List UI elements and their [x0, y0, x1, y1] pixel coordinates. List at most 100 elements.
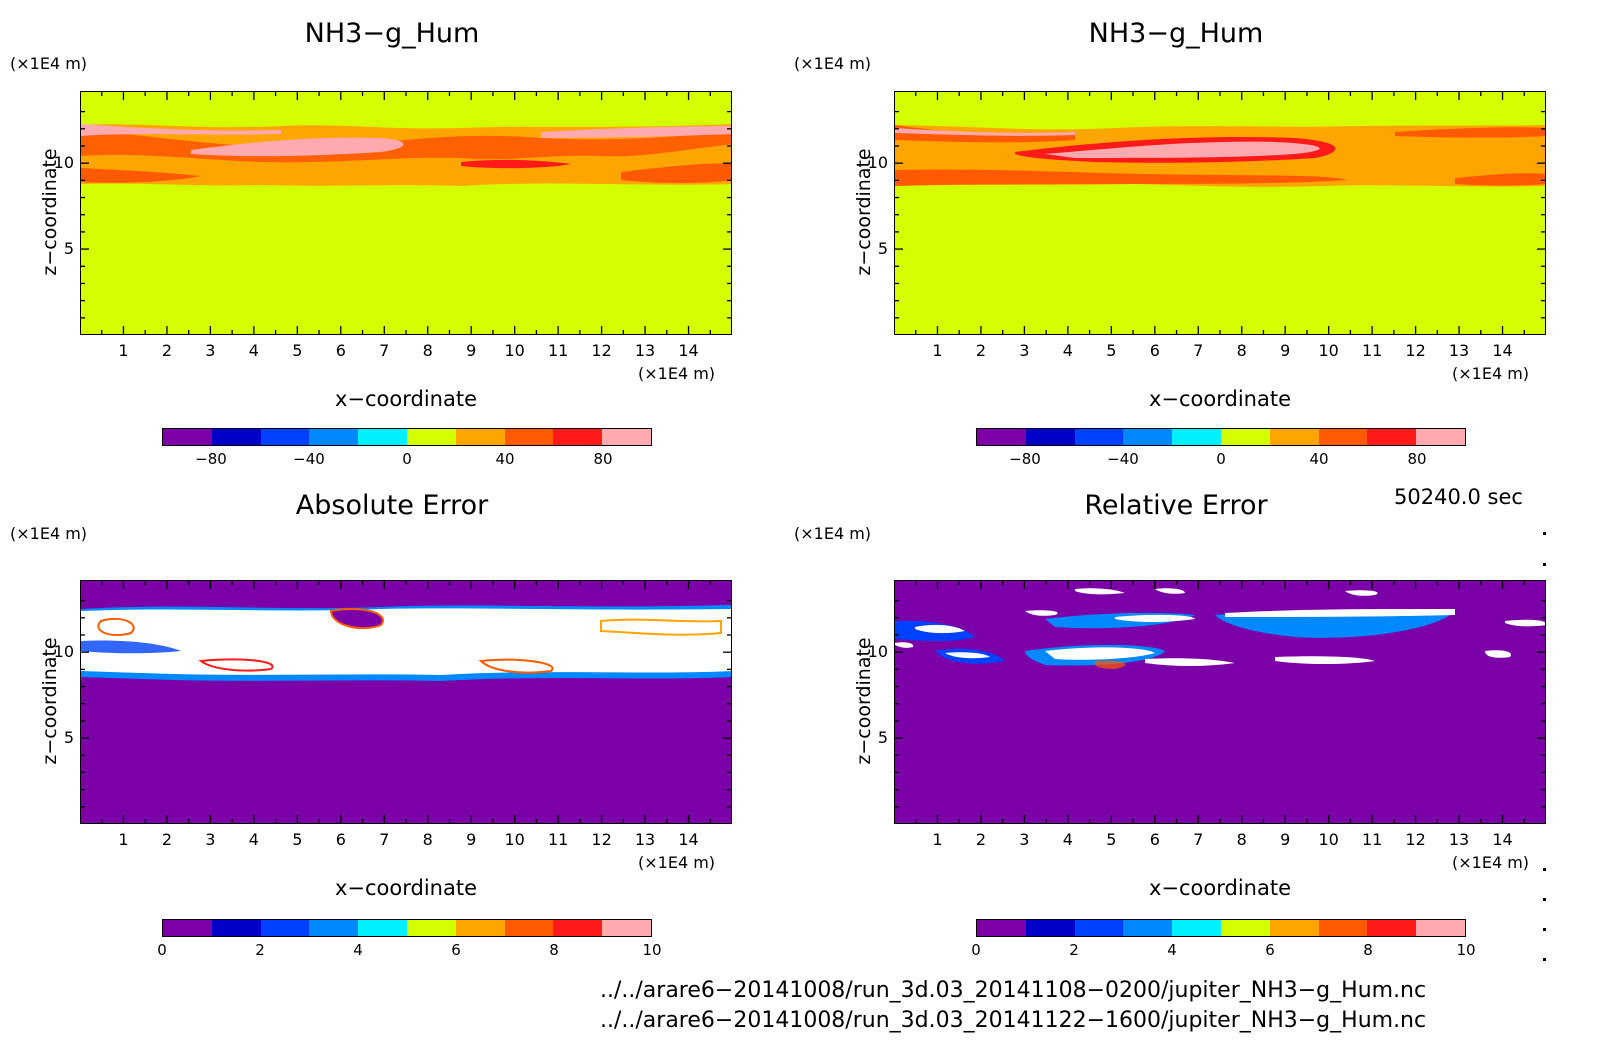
x-tick-label: 11 [547, 341, 569, 360]
x-tick-label: 4 [248, 341, 259, 360]
colorbar-swatch [602, 920, 651, 936]
panel-title-1: NH3−g_Hum [304, 18, 480, 49]
colorbar-swatch [1318, 920, 1368, 936]
colorbar-swatch [1416, 429, 1465, 445]
colorbar-swatch [455, 920, 505, 936]
field-contours-2 [895, 92, 1545, 334]
file-path-2: ../../arare6−20141008/run_3d.03_20141122… [600, 1008, 1427, 1033]
x-tick-label: 2 [975, 341, 987, 360]
field-contours-1 [81, 92, 731, 334]
colorbar-swatch [455, 429, 505, 445]
colorbar-swatch [1123, 429, 1173, 445]
colorbar-swatch [553, 429, 603, 445]
x-tick-label: 10 [504, 341, 525, 360]
colorbar-swatch [309, 920, 359, 936]
colorbar-swatch [1025, 920, 1075, 936]
colorbar-swatch [1123, 920, 1173, 936]
x-tick-label: 1 [118, 830, 129, 849]
x-tick-label: 13 [1448, 341, 1470, 360]
x-axis-label: x−coordinate [334, 876, 478, 900]
colorbar-label: 2 [255, 941, 265, 959]
colorbar-label: −40 [1107, 450, 1139, 468]
colorbar-swatch [260, 429, 310, 445]
z-unit-4: (×1E4 m) [794, 524, 872, 543]
x-axis-label: x−coordinate [1148, 876, 1292, 900]
x-tick-label: 14 [1492, 830, 1513, 849]
colorbar-label: 8 [549, 941, 559, 959]
x-tick-label: 6 [335, 830, 346, 849]
x-tick-label: 12 [1405, 341, 1426, 360]
x-tick-label: 9 [466, 830, 477, 849]
x-tick-label: 5 [292, 830, 303, 849]
x-tick-label: 8 [1236, 830, 1247, 849]
colorbar-label: 0 [157, 941, 167, 959]
x-tick-label: 6 [335, 341, 346, 360]
colorbar-swatch [1074, 429, 1124, 445]
x-tick-label: 2 [161, 830, 173, 849]
colorbar-swatch [406, 429, 456, 445]
colorbar-swatch [1416, 920, 1465, 936]
colorbar-label: −80 [1009, 450, 1041, 468]
plot-area-1 [80, 91, 732, 335]
colorbar-swatch [1220, 429, 1270, 445]
colorbar-swatch [163, 429, 212, 445]
x-unit: (×1E4 m) [1452, 853, 1530, 872]
x-tick-label: 1 [932, 341, 943, 360]
margin-dot [1543, 868, 1546, 871]
colorbar-label: −80 [195, 450, 227, 468]
plot-area-2 [894, 91, 1546, 335]
colorbar-label: 4 [1167, 941, 1177, 959]
colorbar-swatch [1269, 429, 1319, 445]
colorbar-label: 0 [1216, 450, 1226, 468]
colorbar-label: −40 [293, 450, 325, 468]
x-tick-label: 3 [205, 830, 216, 849]
time-label: 50240.0 sec [1394, 485, 1523, 509]
x-tick-label: 8 [422, 830, 433, 849]
x-unit: (×1E4 m) [638, 364, 716, 383]
colorbar-swatch [1367, 429, 1417, 445]
x-tick-label: 8 [1236, 341, 1247, 360]
x-tick-label: 10 [1318, 341, 1339, 360]
colorbar-label: 2 [1069, 941, 1079, 959]
x-tick-label: 12 [591, 341, 612, 360]
z-axis-label: z−coordinate [853, 637, 875, 765]
colorbar-swatch [602, 429, 651, 445]
z-unit-3: (×1E4 m) [10, 524, 88, 543]
colorbar-label: 0 [971, 941, 981, 959]
colorbar-swatch [309, 429, 359, 445]
x-tick-label: 14 [678, 830, 699, 849]
colorbar-swatch [977, 429, 1026, 445]
colorbar-label: 6 [451, 941, 461, 959]
panel-title-2: NH3−g_Hum [1088, 18, 1264, 49]
x-tick-label: 5 [1106, 830, 1117, 849]
x-tick-label: 9 [466, 341, 477, 360]
x-tick-label: 13 [1448, 830, 1470, 849]
colorbar-label: 80 [1407, 450, 1427, 468]
x-tick-label: 9 [1280, 341, 1291, 360]
z-unit-2: (×1E4 m) [794, 54, 872, 73]
x-tick-label: 3 [1019, 341, 1030, 360]
x-tick-label: 7 [379, 341, 390, 360]
colorbar-swatch [358, 429, 407, 445]
x-tick-label: 4 [248, 830, 259, 849]
x-tick-label: 6 [1149, 830, 1160, 849]
colorbar-swatch [553, 920, 603, 936]
error-contours-3 [81, 581, 731, 823]
z-tick-label: 10 [867, 642, 888, 662]
x-tick-label: 7 [379, 830, 390, 849]
file-path-1: ../../arare6−20141008/run_3d.03_20141108… [600, 978, 1427, 1003]
colorbar-4 [976, 919, 1466, 937]
x-tick-label: 8 [422, 341, 433, 360]
colorbar-swatch [406, 920, 456, 936]
error-contours-4 [895, 581, 1545, 823]
colorbar-label: 8 [1363, 941, 1373, 959]
x-unit: (×1E4 m) [1452, 364, 1530, 383]
margin-dot [1543, 898, 1546, 901]
z-tick-label: 5 [63, 728, 74, 748]
x-tick-label: 14 [1492, 341, 1513, 360]
colorbar-label: 6 [1265, 941, 1275, 959]
x-tick-label: 7 [1193, 830, 1204, 849]
colorbar-swatch [1318, 429, 1368, 445]
colorbar-swatch [163, 920, 212, 936]
margin-dot [1543, 928, 1546, 931]
